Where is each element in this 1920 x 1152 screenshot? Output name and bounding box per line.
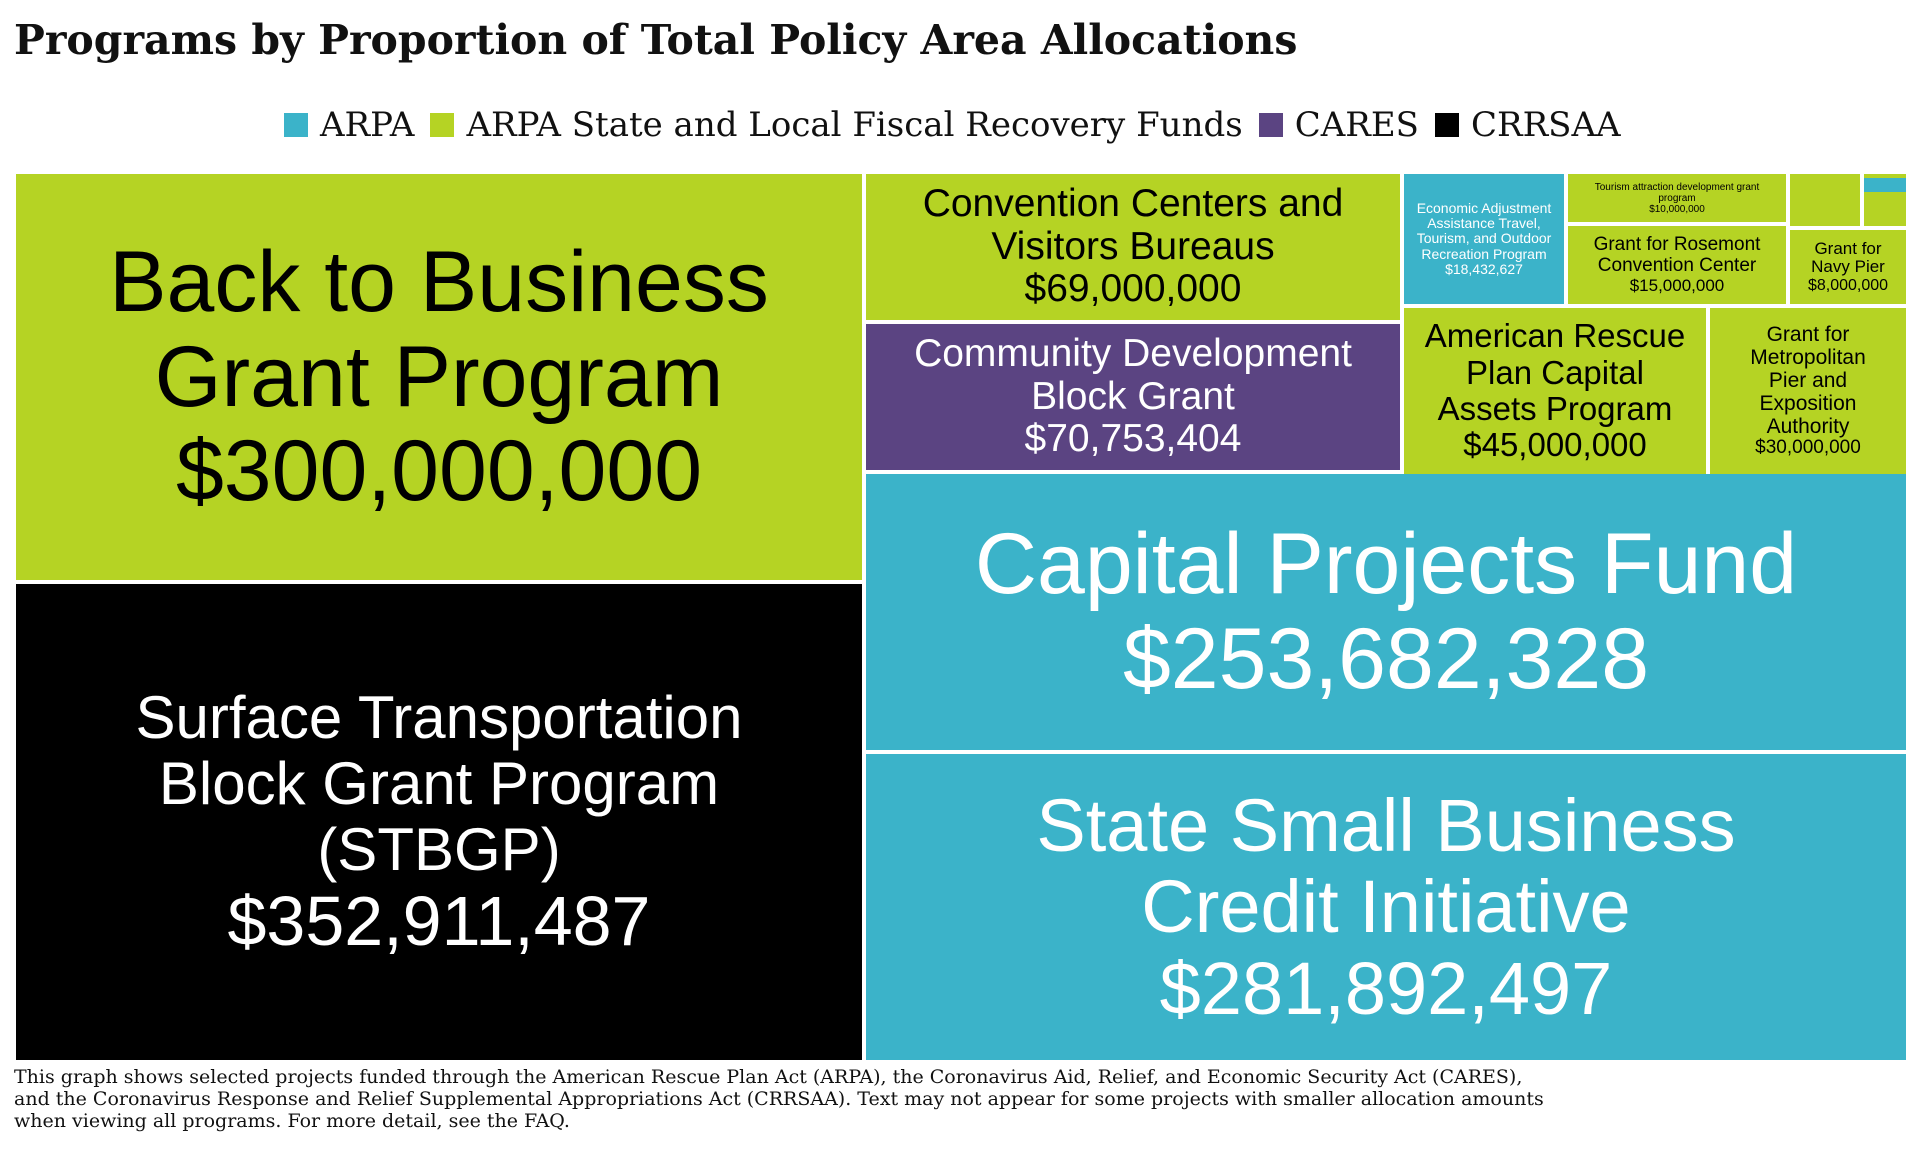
treemap-tile[interactable]: [1864, 192, 1906, 226]
tile-label: Convention Centers and: [922, 181, 1344, 225]
tile-label: Block Grant Program: [158, 749, 720, 817]
legend-swatch: [1434, 113, 1459, 137]
legend-item[interactable]: CRRSAA: [1434, 105, 1621, 145]
tile-label: Surface Transportation: [135, 683, 743, 751]
tile-value: $18,432,627: [1445, 261, 1523, 278]
treemap-tile[interactable]: Tourism attraction development grant prog…: [1568, 174, 1786, 222]
tile-label: Back to Business: [109, 234, 769, 331]
tile-label: State Small Business: [1036, 783, 1736, 867]
tile-label: Recreation Program: [1421, 245, 1547, 262]
legend-label: CRRSAA: [1470, 105, 1621, 145]
tile-label: Tourism, and Outdoor: [1416, 230, 1552, 247]
tile-label: Grant for: [1766, 322, 1850, 346]
tile-label: Economic Adjustment: [1416, 199, 1552, 216]
tile-value: $15,000,000: [1629, 275, 1725, 295]
treemap-tile[interactable]: [1790, 174, 1860, 226]
tile-label: Authority: [1766, 415, 1850, 439]
tile-label: Visitors Bureaus: [991, 224, 1275, 268]
tile-label: Navy Pier: [1811, 257, 1885, 277]
treemap-tile[interactable]: Grant for Rosemont Convention Center $15,0…: [1568, 226, 1786, 304]
treemap-tile[interactable]: Back to Business Grant Program $300,000,00…: [16, 174, 862, 580]
legend-swatch: [1258, 113, 1283, 137]
legend-label: ARPA State and Local Fiscal Recovery Fun…: [466, 105, 1243, 145]
tile-value: $281,892,497: [1159, 946, 1613, 1030]
tile-value: $69,000,000: [1024, 267, 1242, 311]
treemap-tile[interactable]: Community Development Block Grant $70,753,…: [866, 324, 1400, 470]
tile-label: program: [1658, 192, 1696, 204]
treemap-tile[interactable]: Capital Projects Fund $253,682,328: [866, 474, 1906, 750]
treemap-tile[interactable]: Convention Centers and Visitors Bureaus $6…: [866, 174, 1400, 320]
footnote-line: when viewing all programs. For more deta…: [14, 1110, 570, 1132]
footnote: This graph shows selected projects funde…: [14, 1066, 1904, 1132]
tile-label: Exposition: [1759, 392, 1857, 416]
tile-value: $253,682,328: [1122, 611, 1650, 707]
tile-value: $352,911,487: [227, 881, 651, 960]
tile-value: $10,000,000: [1649, 203, 1705, 215]
treemap-tile[interactable]: [1864, 174, 1906, 178]
tile-label: Community Development: [914, 331, 1352, 375]
treemap-tile[interactable]: American Rescue Plan Capital Assets Progra…: [1404, 308, 1706, 474]
tile-label: Grant Program: [154, 328, 724, 425]
chart-title: Programs by Proportion of Total Policy A…: [14, 16, 1298, 64]
footnote-line: and the Coronavirus Response and Relief …: [14, 1088, 1544, 1110]
tile-label: Convention Center: [1597, 254, 1757, 276]
tile-label: Assistance Travel,: [1427, 214, 1541, 231]
tile-label: Grant for Rosemont: [1593, 233, 1761, 255]
legend-label: ARPA: [320, 105, 415, 145]
tile-label: American Rescue: [1424, 317, 1686, 355]
treemap-tile[interactable]: State Small Business Credit Initiative $28…: [866, 754, 1906, 1060]
tile-label: Capital Projects Fund: [974, 516, 1798, 613]
tile-label: Grant for: [1814, 238, 1882, 258]
tile-value: $45,000,000: [1463, 426, 1647, 464]
legend-swatch: [284, 113, 308, 137]
treemap-tile[interactable]: Surface Transportation Block Grant Progra…: [16, 584, 862, 1060]
treemap-tile[interactable]: [1864, 178, 1906, 192]
tile-label: Block Grant: [1031, 374, 1235, 418]
tile-label: Tourism attraction development grant: [1594, 181, 1760, 193]
legend-item[interactable]: ARPA: [284, 105, 414, 145]
tile-label: Assets Program: [1437, 390, 1673, 427]
tile-value: $30,000,000: [1755, 437, 1861, 459]
tile-value: $70,753,404: [1024, 417, 1242, 461]
legend-label: CARES: [1294, 105, 1419, 145]
legend-swatch: [430, 113, 455, 137]
footnote-line: This graph shows selected projects funde…: [14, 1066, 1523, 1088]
legend-item[interactable]: ARPA State and Local Fiscal Recovery Fun…: [430, 105, 1243, 145]
tile-label: Credit Initiative: [1141, 865, 1631, 949]
tile-label: Plan Capital: [1466, 353, 1644, 391]
treemap-tile[interactable]: Economic Adjustment Assistance Travel, Tou…: [1404, 174, 1564, 304]
tile-value: $300,000,000: [175, 423, 703, 520]
treemap-tile[interactable]: Grant for Metropolitan Pier and Exposition A…: [1710, 308, 1906, 474]
legend-item[interactable]: CARES: [1258, 105, 1419, 145]
tile-label: (STBGP): [317, 815, 561, 883]
legend: ARPA ARPA State and Local Fiscal Recovery…: [284, 100, 1621, 150]
tile-label: Pier and: [1768, 369, 1848, 392]
tile-label: Metropolitan: [1750, 345, 1866, 369]
tile-value: $8,000,000: [1807, 276, 1889, 294]
treemap-tile[interactable]: Grant for Navy Pier $8,000,000: [1790, 230, 1906, 304]
